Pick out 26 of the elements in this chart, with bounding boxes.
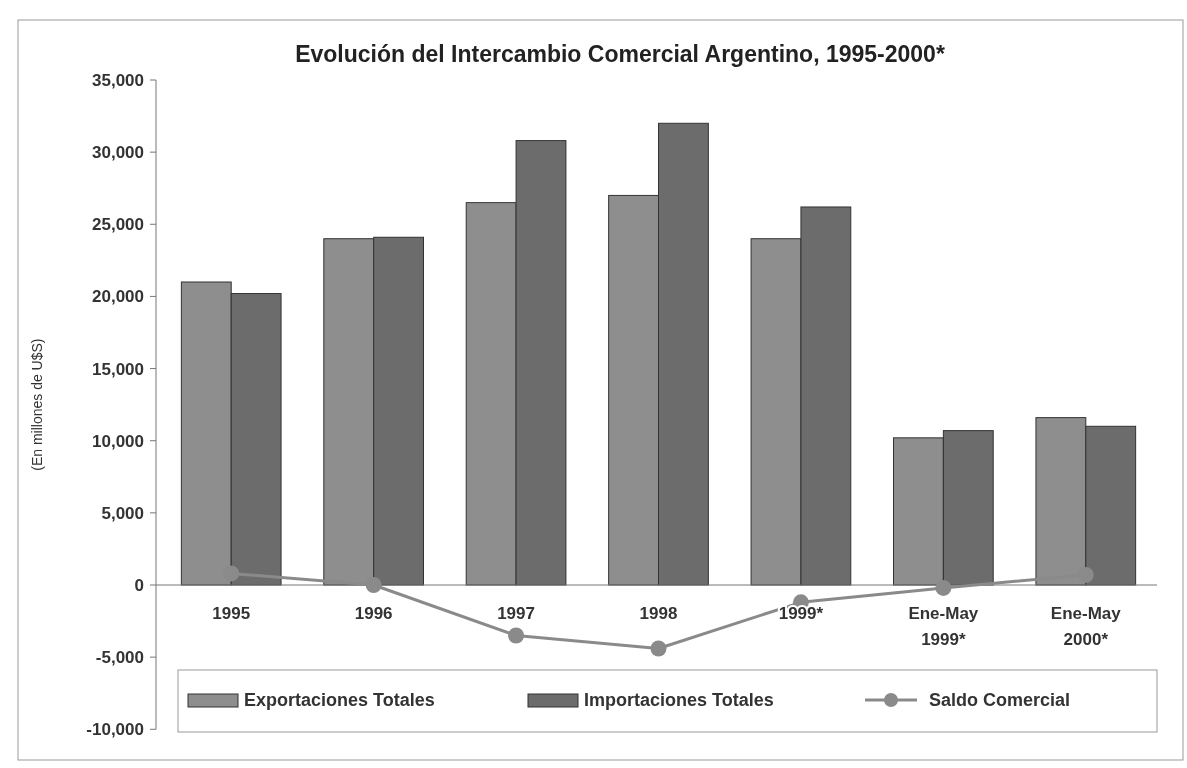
x-tick-label: 1997: [497, 604, 535, 623]
point: [508, 627, 525, 644]
x-tick-label: 1998: [639, 604, 678, 623]
point: [365, 577, 382, 593]
point: [650, 640, 667, 657]
legend-label: Saldo Comercial: [929, 690, 1071, 711]
y-tick-label: 15,000: [92, 359, 144, 379]
x-tick-label: 1996: [354, 604, 393, 623]
legend-label: Exportaciones Totales: [244, 690, 435, 711]
x-tick-label: 1995: [212, 604, 251, 623]
y-tick-label: 30,000: [92, 143, 144, 163]
y-tick-label: 25,000: [92, 215, 144, 235]
chart-title: Evolución del Intercambio Comercial Argentino, 1995-2000*: [295, 41, 945, 67]
y-tick-label: 5,000: [101, 503, 144, 523]
y-tick-label: -10,000: [86, 720, 144, 740]
y-tick-label: 10,000: [92, 431, 144, 451]
y-tick-label: 35,000: [92, 70, 144, 90]
x-tick-label: Ene-May 1999*: [908, 604, 979, 649]
y-tick-label: -5,000: [95, 648, 144, 668]
y-tick-label: 20,000: [92, 287, 144, 307]
x-tick-label: 1999*: [778, 604, 824, 623]
x-tick-label: Ene-May 2000*: [1050, 604, 1122, 649]
y-tick-label: 0: [134, 575, 144, 595]
y-axis-title: (En millones de U$S): [29, 338, 45, 471]
legend-label: Importaciones Totales: [584, 690, 774, 711]
point: [935, 579, 952, 596]
